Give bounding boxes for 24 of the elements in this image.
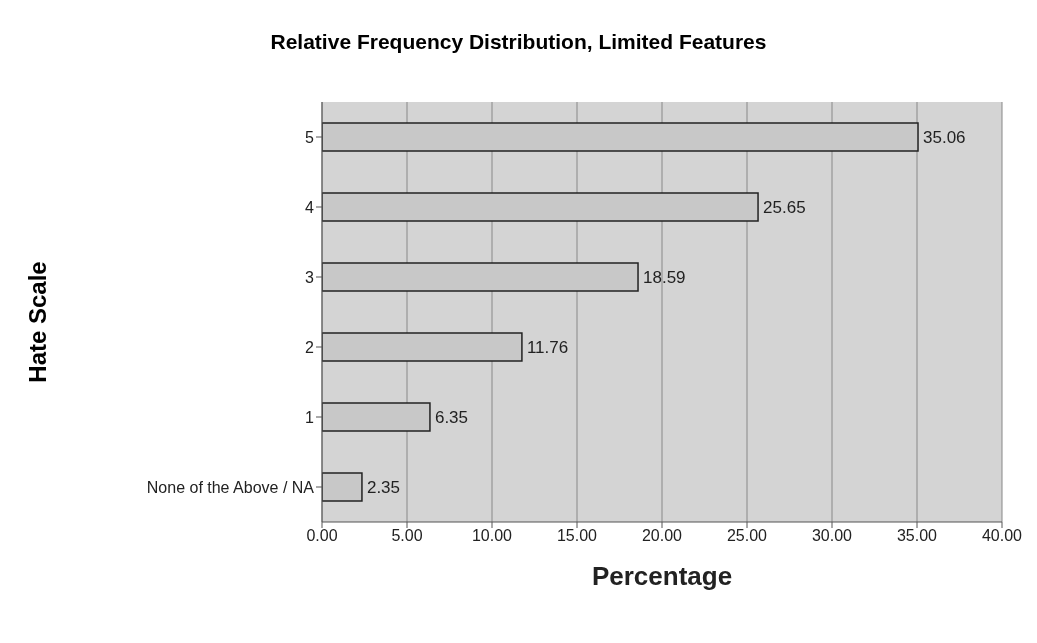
x-tick-label: 30.00 xyxy=(811,527,853,545)
data-label: 6.35 xyxy=(434,408,469,428)
x-tick-label: 0.00 xyxy=(306,527,338,545)
y-tick-label: 1 xyxy=(305,408,315,426)
y-tick-label: 4 xyxy=(305,198,315,216)
data-label: 18.59 xyxy=(643,268,686,288)
x-tick-label: 15.00 xyxy=(556,527,598,545)
y-axis-title: Hate Scale xyxy=(24,261,52,383)
data-label: 2.35 xyxy=(366,478,401,498)
x-tick-label: 25.00 xyxy=(726,527,768,545)
y-tick-label: 3 xyxy=(305,268,315,286)
y-tick-label: None of the Above / NA xyxy=(146,478,315,496)
x-tick-label: 35.00 xyxy=(896,527,938,545)
data-label: 35.06 xyxy=(923,128,966,148)
data-label: 11.76 xyxy=(526,338,569,358)
data-label: 25.65 xyxy=(763,198,806,218)
x-tick-label: 5.00 xyxy=(391,527,423,545)
x-tick-label: 20.00 xyxy=(641,527,683,545)
y-tick-label: 5 xyxy=(305,128,315,146)
x-tick-label: 40.00 xyxy=(981,527,1023,545)
y-tick-label: 2 xyxy=(305,338,315,356)
chart-title: Relative Frequency Distribution, Limited Features xyxy=(269,30,768,54)
x-axis-title: Percentage xyxy=(591,561,733,591)
x-tick-label: 10.00 xyxy=(471,527,513,545)
